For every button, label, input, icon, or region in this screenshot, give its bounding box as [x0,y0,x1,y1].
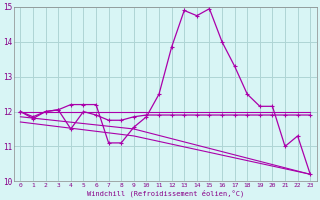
X-axis label: Windchill (Refroidissement éolien,°C): Windchill (Refroidissement éolien,°C) [87,189,244,197]
